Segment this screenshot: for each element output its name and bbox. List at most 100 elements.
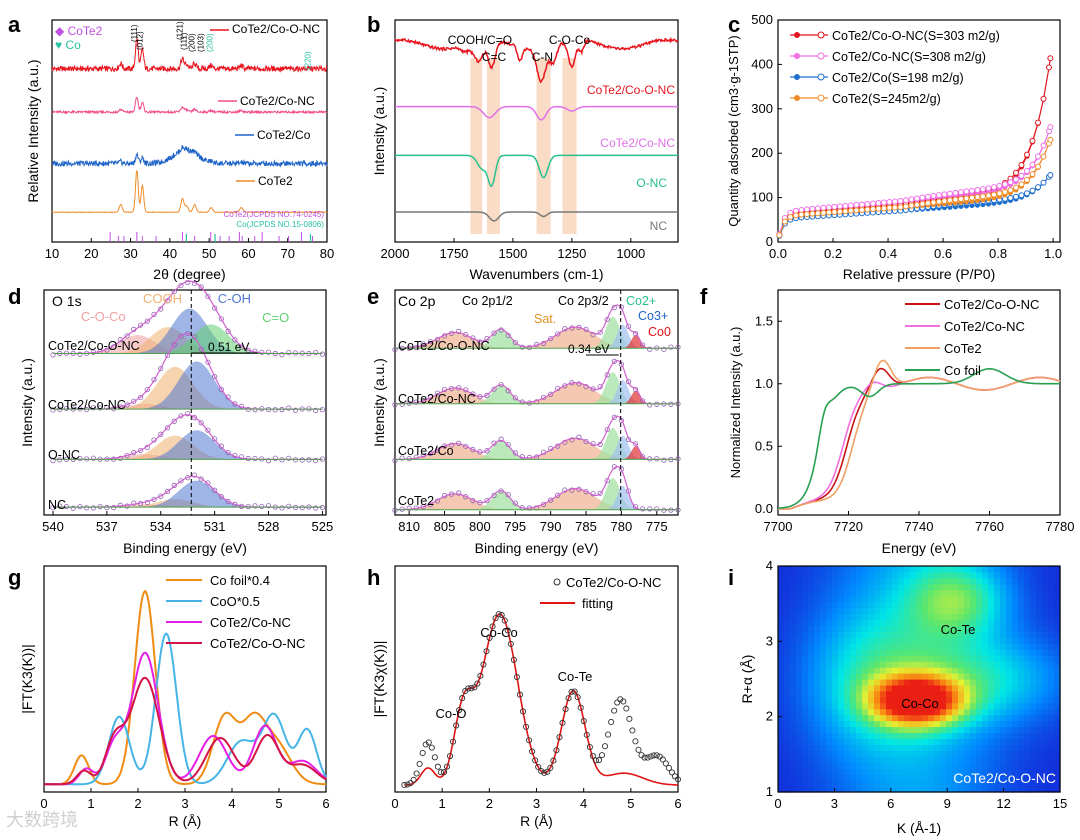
heatmap-cell [802,637,809,644]
heatmap-cell [940,589,947,597]
heatmap-cell [784,595,791,603]
heatmap-cell [928,732,935,739]
component-fill [395,443,678,460]
desorption-point [798,211,805,218]
data-point [562,383,568,389]
data-point [212,487,218,493]
heatmap-cell [808,738,815,745]
panel-label: f [700,284,708,309]
data-point [137,394,144,401]
heatmap-cell [862,619,869,626]
heatmap-cell [802,619,809,626]
heatmap-cell [976,780,983,787]
data-point [70,505,76,511]
heatmap-cell [970,583,977,591]
heatmap-cell [898,679,905,686]
heatmap-cell [1048,566,1055,573]
heatmap-cell [814,714,821,722]
desorption-point [935,198,942,205]
data-point [50,407,56,413]
desorption-point [1034,163,1041,170]
data-point [205,427,211,433]
heatmap-cell [1024,667,1031,674]
heatmap-cell [880,690,887,698]
heatmap-cell [1006,655,1013,662]
heatmap-cell [784,643,791,650]
component-fill [395,485,678,510]
heatmap-cell [1048,762,1055,769]
heatmap-cell [844,726,851,734]
heatmap-cell [922,655,929,662]
data-point [124,333,130,339]
heatmap-cell [1036,780,1043,787]
heatmap-cell [928,714,935,722]
heatmap-cell [970,690,977,698]
heatmap-cell [790,643,797,650]
heatmap-cell [1012,589,1019,597]
heatmap-cell [880,595,887,603]
heatmap-cell [940,601,947,609]
heatmap-cell [952,702,959,710]
desorption-point [946,197,953,204]
heatmap-cell [886,720,893,728]
heatmap-cell [910,595,917,603]
series-line [777,368,1060,509]
heatmap-cell [928,720,935,728]
heatmap-cell [946,738,953,745]
heatmap-cell [862,684,869,692]
heatmap-cell [808,595,815,603]
heatmap-cell [802,738,809,745]
data-point [164,488,171,495]
heatmap-cell [1024,649,1031,656]
heatmap-cell [1054,625,1061,632]
heatmap-cell [862,631,869,638]
heatmap-cell [1030,655,1037,662]
heatmap-cell [796,684,803,692]
heatmap-cell [892,583,899,591]
heatmap-cell [952,673,959,680]
heatmap-cell [898,613,905,621]
heatmap-cell [952,720,959,728]
heatmap-cell [898,673,905,680]
heatmap-cell [880,631,887,638]
heatmap-cell [922,613,929,621]
data-point [632,441,639,447]
heatmap-cell [850,726,857,734]
heatmap-cell [958,667,965,674]
desorption-point [792,212,799,219]
heatmap-cell [808,643,815,650]
y-tick-label: 2 [766,709,773,724]
series-line [395,211,678,222]
heatmap-cell [1018,637,1025,644]
heatmap-cell [868,726,875,734]
desorption-point [858,206,865,213]
data-point [299,457,305,463]
data-point [608,718,615,726]
heatmap-cell [838,625,845,632]
heatmap-cell [994,679,1001,686]
heatmap-cell [994,744,1001,751]
heatmap-cell [916,589,923,597]
heatmap-cell [1030,595,1037,603]
heatmap-cell [994,637,1001,644]
series-label: CoTe2/Co-NC [240,94,315,108]
heatmap-cell [1000,744,1007,751]
series-label: CoTe2/Co [257,128,311,142]
heatmap-cell [904,637,911,644]
legend-marker [794,74,800,80]
heatmap-cell [910,655,917,662]
band-shade [470,58,483,234]
legend-label: CoTe2/Co-O-NC [566,575,661,590]
heatmap-cell [1054,679,1061,686]
annotation: Co-O [435,706,466,721]
heatmap-cell [1042,667,1049,674]
heatmap-cell [982,661,989,668]
envelope-line [395,359,678,405]
heatmap-cell [1024,714,1031,722]
data-point [437,769,444,776]
heatmap-cell [862,566,869,573]
heatmap-cell [1012,690,1019,698]
heatmap-cell [928,643,935,650]
heatmap-cell [904,756,911,763]
heatmap-cell [832,661,839,668]
